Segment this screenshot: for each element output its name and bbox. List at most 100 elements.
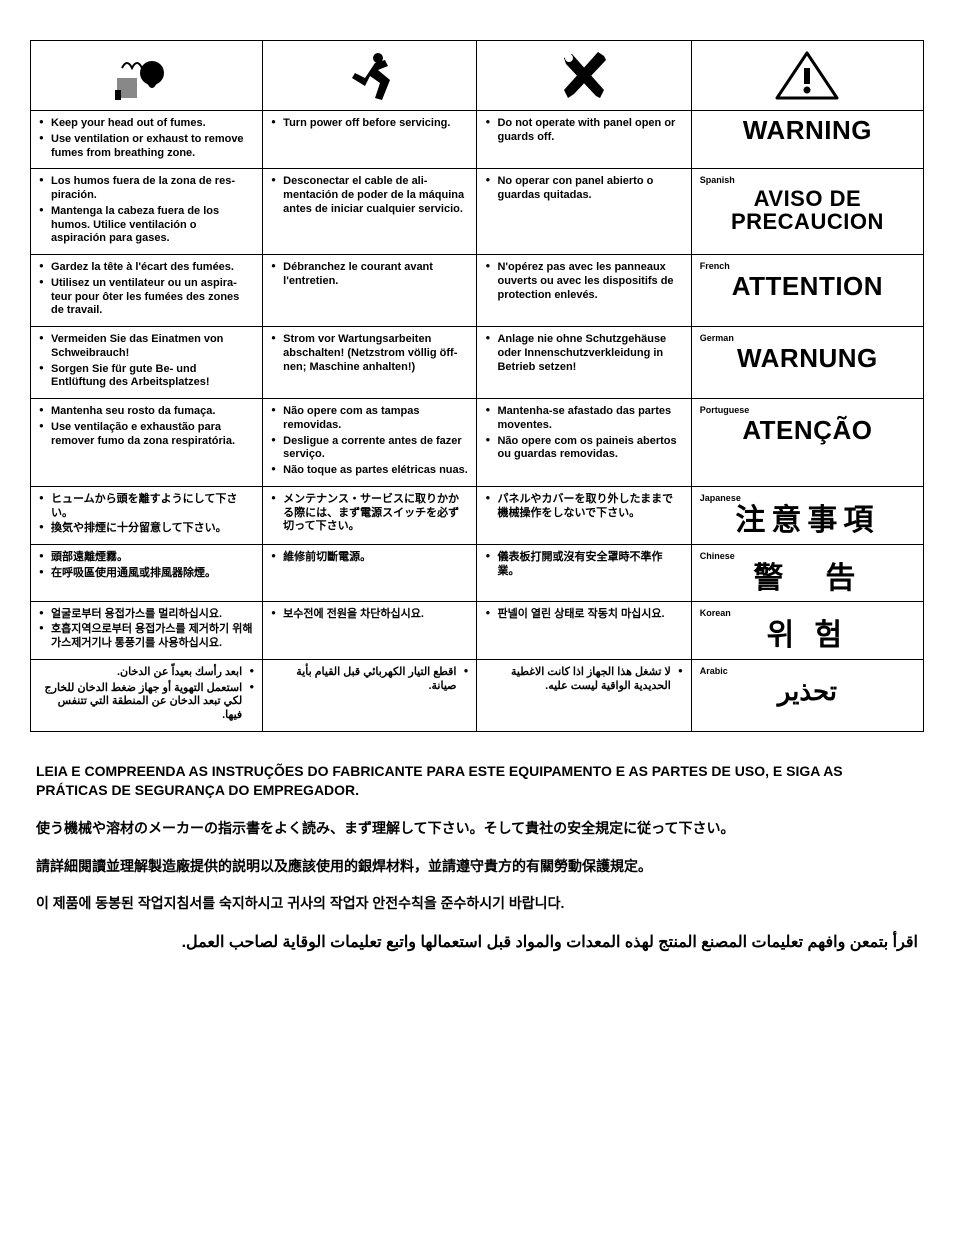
warning-word: ATENÇÃO bbox=[700, 417, 915, 444]
warning-bullet: Use ventilação e exhaustão para remover … bbox=[39, 421, 254, 449]
warning-bullet: ابعد رأسك بعيداً عن الدخان. bbox=[39, 666, 254, 680]
warning-bullet: Sorgen Sie für gute Be- und Entlüftung d… bbox=[39, 363, 254, 391]
warning-bullet: 보수전에 전원을 차단하십시요. bbox=[271, 608, 468, 622]
language-tag: Arabic bbox=[700, 666, 915, 676]
fumes-cell: Gardez la tête à l'écart des fumées.Util… bbox=[31, 255, 263, 327]
panel-cell: 儀表板打開或沒有安全罩時不準作業。 bbox=[477, 545, 691, 602]
warning-bullet: Utilisez un ventilateur ou un aspira-teu… bbox=[39, 277, 254, 318]
warning-bullet: Não toque as partes elétricas nuas. bbox=[271, 464, 468, 478]
footer-line-ar: اقرأ بتمعن وافهم تعليمات المصنع المنتج ل… bbox=[36, 932, 918, 954]
warning-row: Vermeiden Sie das Einatmen von Schweibra… bbox=[31, 327, 924, 399]
language-tag: Chinese bbox=[700, 551, 915, 561]
warning-bullet: メンテナンス・サービスに取りかかる際には、まず電源スイッチを必ず切って下さい。 bbox=[271, 493, 468, 534]
warning-bullet: Mantenha seu rosto da fumaça. bbox=[39, 405, 254, 419]
language-tag: Portuguese bbox=[700, 405, 915, 415]
panel-cell: Do not operate with panel open or guards… bbox=[477, 111, 691, 169]
power-cell: メンテナンス・サービスに取りかかる際には、まず電源スイッチを必ず切って下さい。 bbox=[263, 486, 477, 544]
footer-line-ja: 使う機械や溶材のメーカーの指示書をよく読み、まず理解して下さい。そして貴社の安全… bbox=[36, 819, 918, 839]
warning-word-cell: FrenchATTENTION bbox=[691, 255, 923, 327]
warning-bullet: パネルやカバーを取り外したままで機械操作をしないで下さい。 bbox=[485, 493, 682, 521]
warning-bullet: Desconectar el cable de ali-mentación de… bbox=[271, 175, 468, 216]
warning-bullet: Do not operate with panel open or guards… bbox=[485, 117, 682, 145]
warning-word-cell: Portuguese ATENÇÃO bbox=[691, 399, 923, 487]
panel-cell: لا تشغل هذا الجهاز اذا كانت الاغطية الحد… bbox=[477, 659, 691, 731]
warning-row: Los humos fuera de la zona de res-piraci… bbox=[31, 169, 924, 255]
icon-cell-power bbox=[263, 41, 477, 111]
warning-word: تحذير bbox=[700, 678, 915, 705]
power-cell: اقطع التيار الكهربائي قبل القيام بأية صي… bbox=[263, 659, 477, 731]
icon-cell-fumes bbox=[31, 41, 263, 111]
panel-cell: Anlage nie ohne Schutzgehäuse oder Innen… bbox=[477, 327, 691, 399]
warning-bullet: 維修前切斷電源。 bbox=[271, 551, 468, 565]
warning-bullet: 換気や排煙に十分留意して下さい。 bbox=[39, 522, 254, 536]
warning-bullet: Turn power off before servicing. bbox=[271, 117, 468, 131]
warning-bullet: No operar con panel abierto o guardas qu… bbox=[485, 175, 682, 203]
warning-bullet: Não opere com os paineis abertos ou guar… bbox=[485, 435, 682, 463]
warning-word-cell: Arabic تحذير bbox=[691, 659, 923, 731]
warning-bullet: Los humos fuera de la zona de res-piraci… bbox=[39, 175, 254, 203]
warning-row: 頭部遠離煙霧。在呼吸區使用通風或排風器除煙。 維修前切斷電源。 儀表板打開或沒有安全… bbox=[31, 545, 924, 602]
warning-bullet: 얼굴로부터 용접가스를 멀리하십시요. bbox=[39, 608, 254, 622]
warning-bullet: 頭部遠離煙霧。 bbox=[39, 551, 254, 565]
warning-bullet: Keep your head out of fumes. bbox=[39, 117, 254, 131]
power-cell: Strom vor Wartungsarbeiten abschalten! (… bbox=[263, 327, 477, 399]
panel-cell: Mantenha-se afastado das partes moventes… bbox=[477, 399, 691, 487]
warning-bullet: لا تشغل هذا الجهاز اذا كانت الاغطية الحد… bbox=[485, 666, 682, 694]
warning-word: 注意事項 bbox=[700, 505, 915, 537]
warning-row: ابعد رأسك بعيداً عن الدخان. استعمل التهوي… bbox=[31, 659, 924, 731]
warning-word-cell: Japanese 注意事項 bbox=[691, 486, 923, 544]
warning-bullet: استعمل التهوية أو جهاز ضغط الدخان للخارج… bbox=[39, 682, 254, 723]
warning-bullet: 호흡지역으로부터 용접가스를 제거하기 위해 가스제거기나 통풍기를 사용하십시… bbox=[39, 623, 254, 651]
power-cell: Não opere com as tampas removidas.Deslig… bbox=[263, 399, 477, 487]
language-tag: Japanese bbox=[700, 493, 915, 503]
language-tag: French bbox=[700, 261, 915, 271]
warning-row: Keep your head out of fumes.Use ventilat… bbox=[31, 111, 924, 169]
language-tag: German bbox=[700, 333, 915, 343]
fumes-cell: Los humos fuera de la zona de res-piraci… bbox=[31, 169, 263, 255]
language-tag: Spanish bbox=[700, 175, 915, 185]
safety-warning-table: Keep your head out of fumes.Use ventilat… bbox=[30, 40, 924, 732]
warning-word: WARNUNG bbox=[700, 345, 915, 372]
running-person-icon bbox=[340, 48, 400, 103]
warning-bullet: اقطع التيار الكهربائي قبل القيام بأية صي… bbox=[271, 666, 468, 694]
warning-word-cell: Korean위 험 bbox=[691, 601, 923, 659]
warning-bullet: Strom vor Wartungsarbeiten abschalten! (… bbox=[271, 333, 468, 374]
warning-row: Gardez la tête à l'écart des fumées.Util… bbox=[31, 255, 924, 327]
power-cell: Desconectar el cable de ali-mentación de… bbox=[263, 169, 477, 255]
warning-row: Mantenha seu rosto da fumaça. Use ventila… bbox=[31, 399, 924, 487]
warning-bullet: Anlage nie ohne Schutzgehäuse oder Innen… bbox=[485, 333, 682, 374]
fumes-cell: Keep your head out of fumes.Use ventilat… bbox=[31, 111, 263, 169]
warning-bullet: Débranchez le courant avant l'entretien. bbox=[271, 261, 468, 289]
icon-cell-panel bbox=[477, 41, 691, 111]
warning-word-cell: German WARNUNG bbox=[691, 327, 923, 399]
fumes-cell: Vermeiden Sie das Einatmen von Schweibra… bbox=[31, 327, 263, 399]
warning-bullet: N'opérez pas avec les panneaux ouverts o… bbox=[485, 261, 682, 302]
power-cell: 維修前切斷電源。 bbox=[263, 545, 477, 602]
power-cell: Turn power off before servicing. bbox=[263, 111, 477, 169]
warning-bullet: Mantenha-se afastado das partes moventes… bbox=[485, 405, 682, 433]
fumes-cell: 얼굴로부터 용접가스를 멀리하십시요.호흡지역으로부터 용접가스를 제거하기 위… bbox=[31, 601, 263, 659]
warning-bullet: Desligue a corrente antes de fazer servi… bbox=[271, 435, 468, 463]
panel-cell: N'opérez pas avec les panneaux ouverts o… bbox=[477, 255, 691, 327]
warning-word-cell: Spanish AVISO DE PRECAUCION bbox=[691, 169, 923, 255]
icon-cell-warning bbox=[691, 41, 923, 111]
footer-instructions: LEIA E COMPREENDA AS INSTRUÇÕES DO FABRI… bbox=[30, 762, 924, 954]
warning-word-cell: Chinese警 告 bbox=[691, 545, 923, 602]
warning-bullet: Não opere com as tampas removidas. bbox=[271, 405, 468, 433]
warning-word: WARNING bbox=[700, 117, 915, 144]
tools-crossed-icon bbox=[554, 48, 614, 103]
fumes-head-icon bbox=[107, 48, 187, 103]
warning-word-cell: WARNING bbox=[691, 111, 923, 169]
footer-line-pt: LEIA E COMPREENDA AS INSTRUÇÕES DO FABRI… bbox=[36, 762, 918, 801]
warning-bullet: 儀表板打開或沒有安全罩時不準作業。 bbox=[485, 551, 682, 579]
panel-cell: パネルやカバーを取り外したままで機械操作をしないで下さい。 bbox=[477, 486, 691, 544]
panel-cell: No operar con panel abierto o guardas qu… bbox=[477, 169, 691, 255]
footer-line-zh: 請詳細閱讀並理解製造廠提供的説明以及應該使用的銀焊材料，並請遵守貴方的有關勞動保… bbox=[36, 857, 918, 877]
warning-word: AVISO DE PRECAUCION bbox=[700, 187, 915, 233]
panel-cell: 판넬이 열린 상태로 작동치 마십시요. bbox=[477, 601, 691, 659]
warning-triangle-icon bbox=[772, 48, 842, 103]
power-cell: Débranchez le courant avant l'entretien. bbox=[263, 255, 477, 327]
warning-bullet: 在呼吸區使用通風或排風器除煙。 bbox=[39, 567, 254, 581]
warning-bullet: 판넬이 열린 상태로 작동치 마십시요. bbox=[485, 608, 682, 622]
warning-bullet: ヒュームから頭を離すようにして下さい。 bbox=[39, 493, 254, 521]
